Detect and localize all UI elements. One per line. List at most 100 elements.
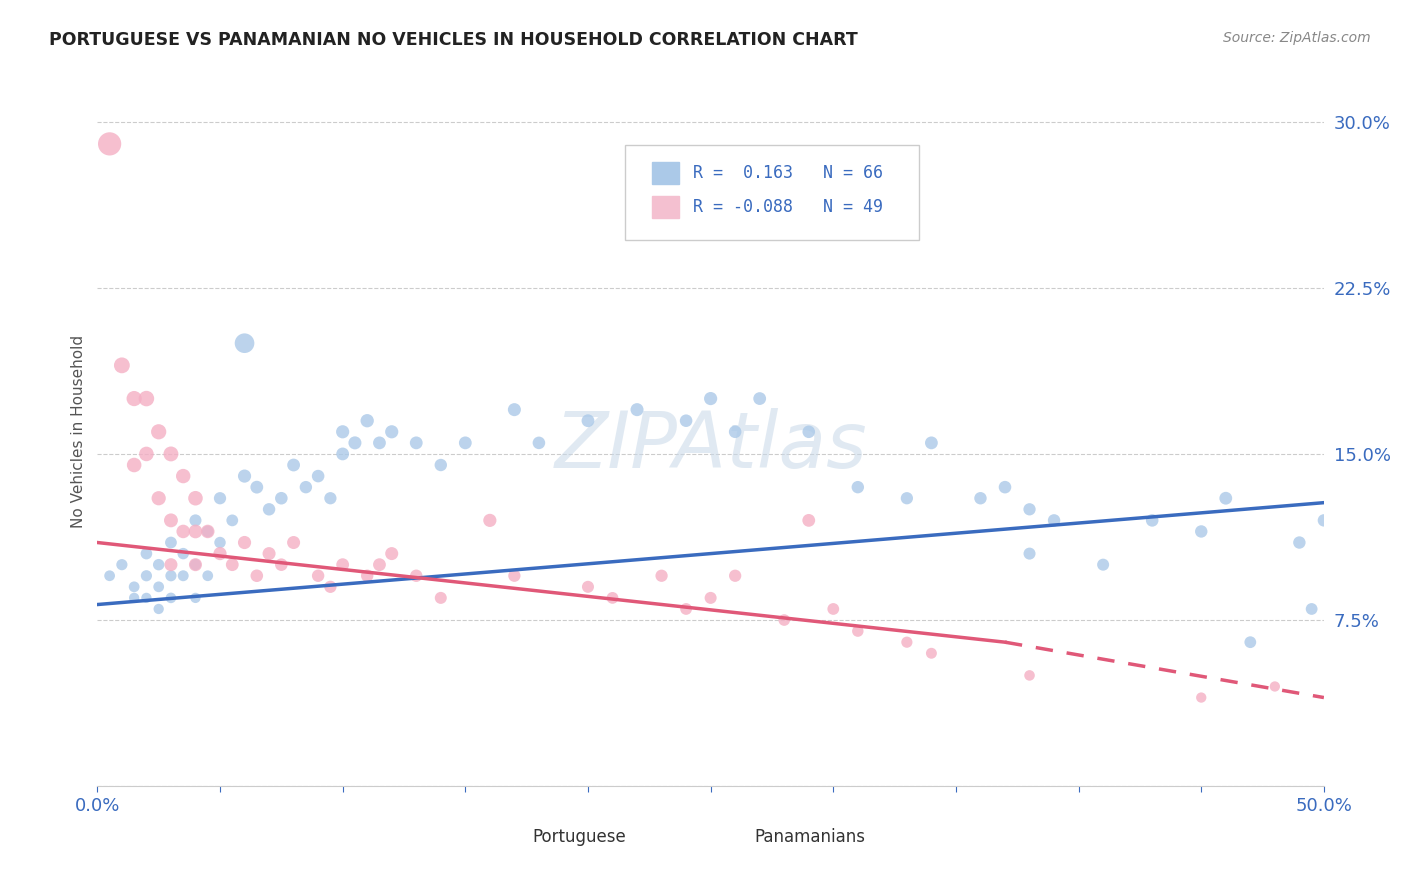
Point bbox=[111, 359, 134, 373]
Point bbox=[319, 580, 342, 594]
Point bbox=[405, 568, 427, 582]
Text: Source: ZipAtlas.com: Source: ZipAtlas.com bbox=[1223, 31, 1371, 45]
Point bbox=[148, 602, 170, 616]
Point bbox=[270, 491, 292, 506]
FancyBboxPatch shape bbox=[723, 826, 748, 848]
FancyBboxPatch shape bbox=[652, 195, 679, 219]
Point bbox=[160, 513, 183, 527]
Point bbox=[283, 458, 305, 472]
Point bbox=[896, 635, 918, 649]
Point bbox=[172, 547, 194, 561]
Point bbox=[160, 568, 183, 582]
Point bbox=[221, 558, 243, 572]
Point bbox=[675, 414, 697, 428]
Point bbox=[430, 458, 453, 472]
Point bbox=[184, 558, 207, 572]
Point bbox=[197, 524, 219, 539]
Point bbox=[332, 558, 354, 572]
Point bbox=[527, 435, 550, 450]
FancyBboxPatch shape bbox=[624, 145, 920, 241]
Point bbox=[122, 591, 145, 605]
Point bbox=[602, 591, 624, 605]
Text: ZIPAtlas: ZIPAtlas bbox=[554, 408, 868, 484]
Point bbox=[1018, 502, 1040, 516]
Point bbox=[1189, 524, 1212, 539]
Point bbox=[319, 491, 342, 506]
Point bbox=[920, 646, 942, 660]
Point bbox=[675, 602, 697, 616]
Point bbox=[160, 558, 183, 572]
Point bbox=[307, 568, 329, 582]
Point bbox=[257, 547, 280, 561]
Point bbox=[135, 591, 157, 605]
Point bbox=[172, 524, 194, 539]
Point bbox=[160, 535, 183, 549]
Point bbox=[651, 568, 673, 582]
Point bbox=[724, 568, 747, 582]
Point bbox=[208, 535, 231, 549]
Point bbox=[626, 402, 648, 417]
Point bbox=[197, 524, 219, 539]
Point bbox=[270, 558, 292, 572]
Point bbox=[184, 524, 207, 539]
Y-axis label: No Vehicles in Household: No Vehicles in Household bbox=[72, 335, 86, 528]
Point bbox=[184, 513, 207, 527]
Point bbox=[381, 547, 404, 561]
Point bbox=[1018, 547, 1040, 561]
Point bbox=[122, 458, 145, 472]
Point bbox=[1239, 635, 1261, 649]
Point bbox=[381, 425, 404, 439]
Point bbox=[430, 591, 453, 605]
Point bbox=[478, 513, 501, 527]
Point bbox=[405, 435, 427, 450]
Point bbox=[896, 491, 918, 506]
Point bbox=[994, 480, 1017, 494]
Point bbox=[122, 580, 145, 594]
Point bbox=[368, 558, 391, 572]
Point bbox=[699, 392, 721, 406]
Text: Panamanians: Panamanians bbox=[755, 828, 866, 847]
Point bbox=[283, 535, 305, 549]
Point bbox=[1288, 535, 1310, 549]
Point bbox=[148, 580, 170, 594]
Point bbox=[184, 491, 207, 506]
Point bbox=[98, 568, 121, 582]
Point bbox=[246, 480, 269, 494]
Point bbox=[1264, 680, 1286, 694]
Text: R =  0.163   N = 66: R = 0.163 N = 66 bbox=[693, 164, 883, 182]
Point bbox=[368, 435, 391, 450]
Point bbox=[356, 414, 378, 428]
Point bbox=[503, 568, 526, 582]
Point bbox=[797, 425, 820, 439]
Point bbox=[576, 414, 599, 428]
Point bbox=[208, 491, 231, 506]
Text: PORTUGUESE VS PANAMANIAN NO VEHICLES IN HOUSEHOLD CORRELATION CHART: PORTUGUESE VS PANAMANIAN NO VEHICLES IN … bbox=[49, 31, 858, 49]
Point bbox=[699, 591, 721, 605]
Point bbox=[920, 435, 942, 450]
Point bbox=[969, 491, 991, 506]
Point bbox=[1215, 491, 1237, 506]
Point bbox=[724, 425, 747, 439]
Point bbox=[135, 547, 157, 561]
Point bbox=[172, 568, 194, 582]
Point bbox=[797, 513, 820, 527]
Point bbox=[122, 392, 145, 406]
Point bbox=[257, 502, 280, 516]
Point bbox=[332, 447, 354, 461]
Point bbox=[295, 480, 318, 494]
FancyBboxPatch shape bbox=[502, 826, 527, 848]
Point bbox=[576, 580, 599, 594]
Point bbox=[233, 469, 256, 483]
Point bbox=[172, 469, 194, 483]
Point bbox=[332, 425, 354, 439]
Point bbox=[748, 392, 770, 406]
Point bbox=[307, 469, 329, 483]
Point bbox=[343, 435, 366, 450]
Point bbox=[98, 136, 121, 151]
Point bbox=[823, 602, 845, 616]
Point bbox=[233, 336, 256, 351]
Point bbox=[503, 402, 526, 417]
Point bbox=[233, 535, 256, 549]
Text: Portuguese: Portuguese bbox=[533, 828, 627, 847]
Point bbox=[846, 480, 869, 494]
